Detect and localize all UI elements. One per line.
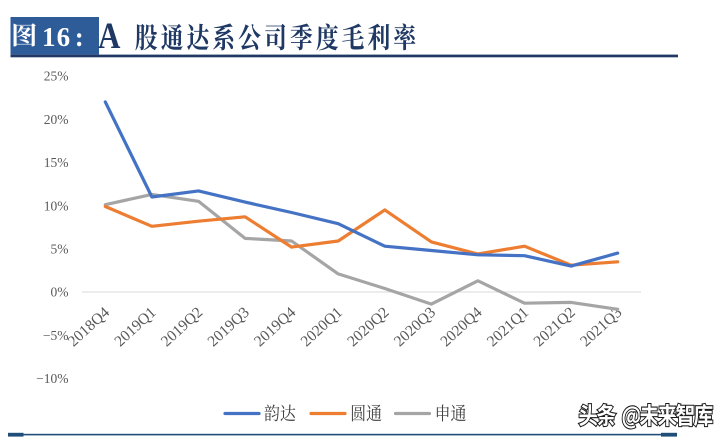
svg-text:16: 16 <box>42 22 71 52</box>
svg-text::: : <box>75 22 84 52</box>
svg-text:10%: 10% <box>44 198 69 213</box>
svg-text:5%: 5% <box>51 242 69 257</box>
svg-text:−10%: −10% <box>36 371 68 386</box>
svg-text:20%: 20% <box>44 112 69 127</box>
svg-text:−5%: −5% <box>43 328 69 343</box>
svg-text:0%: 0% <box>51 285 69 300</box>
svg-text:15%: 15% <box>44 155 69 170</box>
svg-text:A: A <box>98 17 121 57</box>
svg-text:25%: 25% <box>44 69 69 84</box>
